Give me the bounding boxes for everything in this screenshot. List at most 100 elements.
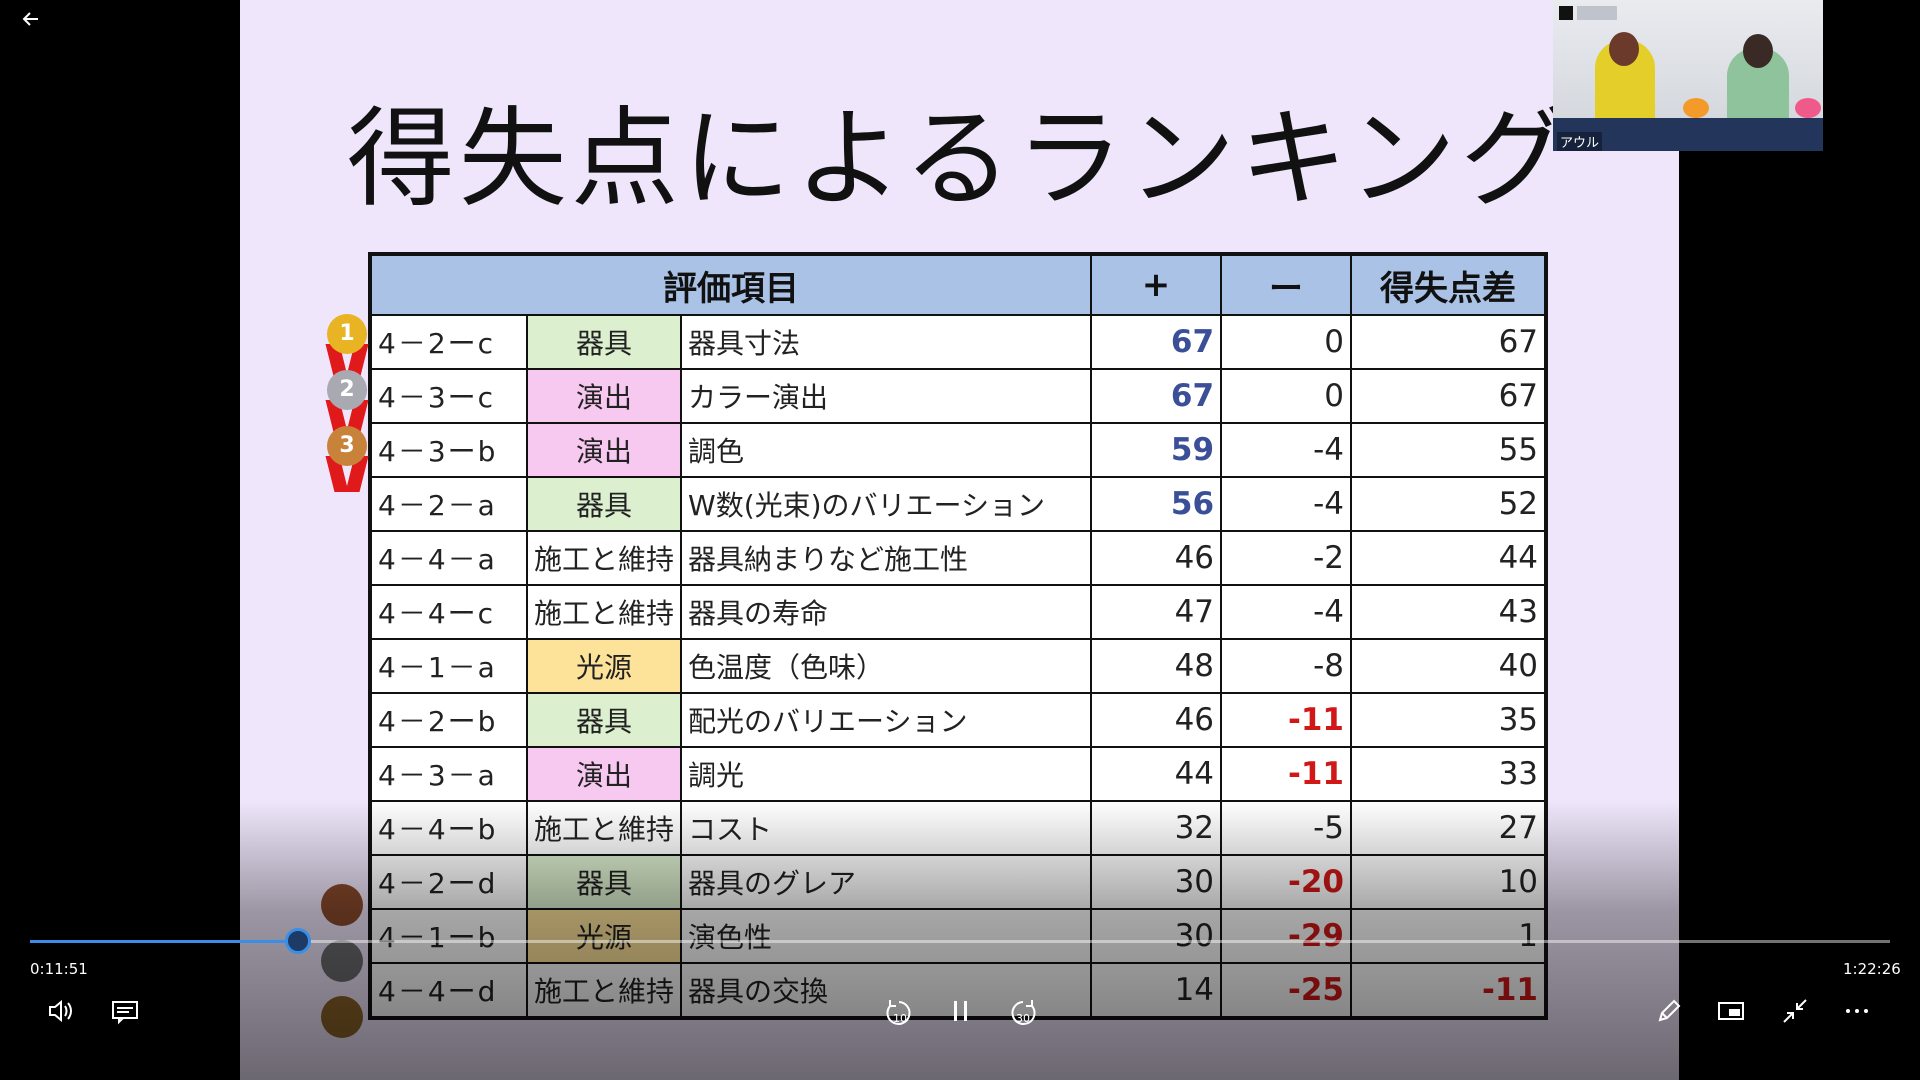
- ranking-table: 評価項目 + ー 得失点差 4－2ーc 器具 器具寸法 67 0 67 4－3ーc 演出 カラー…: [368, 252, 1549, 1020]
- score-diff: -11: [1350, 962, 1548, 1019]
- forward-label: 30: [1016, 1012, 1030, 1025]
- item-name: 調色: [680, 422, 1093, 478]
- plus-score: 46: [1090, 692, 1223, 748]
- table-row: 4－3ーc 演出 カラー演出 67 0 67: [369, 368, 1548, 424]
- item-code: 4－2－a: [369, 476, 528, 532]
- item-category: 施工と維持: [525, 962, 683, 1019]
- webcam-name-tag: アウル: [1557, 132, 1603, 151]
- plus-score: 56: [1090, 476, 1223, 532]
- medal-rank-1-icon: 1: [322, 314, 372, 382]
- exit-fullscreen-icon[interactable]: [1780, 996, 1810, 1026]
- minus-score: 0: [1220, 368, 1353, 424]
- plus-score: 59: [1090, 422, 1223, 478]
- plus-score: 44: [1090, 746, 1223, 802]
- item-name: 器具納まりなど施工性: [680, 530, 1093, 586]
- minus-score: -20: [1220, 854, 1353, 910]
- table-row: 4－2ーd 器具 器具のグレア 30 -20 10: [369, 854, 1548, 910]
- subtitles-icon[interactable]: [110, 996, 140, 1026]
- item-name: 器具の寿命: [680, 584, 1093, 640]
- table-row: 4－2ーb 器具 配光のバリエーション 46 -11 35: [369, 692, 1548, 748]
- table-row: 4－3－a 演出 調光 44 -11 33: [369, 746, 1548, 802]
- minus-score: -5: [1220, 800, 1353, 856]
- more-options-icon[interactable]: [1842, 996, 1872, 1026]
- forward-30-icon[interactable]: 30: [1006, 996, 1040, 1030]
- minus-score: -25: [1220, 962, 1353, 1019]
- item-code: 4－1－a: [369, 638, 528, 694]
- item-name: 調光: [680, 746, 1093, 802]
- item-name: 器具のグレア: [680, 854, 1093, 910]
- seek-bar-played: [30, 940, 298, 943]
- medal-rank-number: 3: [327, 426, 367, 466]
- item-code: 4－4ーd: [369, 962, 528, 1019]
- item-code: 4－2ーb: [369, 692, 528, 748]
- table-row: 4－3ーb 演出 調色 59 -4 55: [369, 422, 1548, 478]
- minus-score: -4: [1220, 476, 1353, 532]
- item-code: 4－4－a: [369, 530, 528, 586]
- table-row: 4－4ーb 施工と維持 コスト 32 -5 27: [369, 800, 1548, 856]
- back-arrow-icon[interactable]: [18, 6, 44, 32]
- score-diff: 35: [1350, 692, 1548, 748]
- item-code: 4－4ーb: [369, 800, 528, 856]
- seek-bar[interactable]: [30, 928, 1890, 954]
- score-diff: 44: [1350, 530, 1548, 586]
- item-code: 4－2ーd: [369, 854, 528, 910]
- volume-icon[interactable]: [46, 996, 76, 1026]
- plus-score: 30: [1090, 908, 1223, 964]
- score-diff: 52: [1350, 476, 1548, 532]
- plus-score: 14: [1090, 962, 1223, 1019]
- plus-score: 46: [1090, 530, 1223, 586]
- miniview-icon[interactable]: [1716, 996, 1746, 1026]
- item-name: 器具寸法: [680, 314, 1093, 370]
- table-row: 4－1ーb 光源 演色性 30 -29 1: [369, 908, 1548, 964]
- header-plus: +: [1090, 253, 1223, 316]
- table-row: 4－4ーc 施工と維持 器具の寿命 47 -4 43: [369, 584, 1548, 640]
- item-category: 演出: [525, 368, 683, 424]
- plus-score: 47: [1090, 584, 1223, 640]
- total-time: 1:22:26: [1843, 960, 1901, 978]
- plus-score: 67: [1090, 368, 1223, 424]
- table-row: 4－2－a 器具 W数(光束)のバリエーション 56 -4 52: [369, 476, 1548, 532]
- flower-icon: [1795, 98, 1821, 118]
- item-name: カラー演出: [680, 368, 1093, 424]
- bottom-medal-icon: [321, 884, 363, 926]
- item-category: 演出: [525, 746, 683, 802]
- minus-score: -11: [1220, 692, 1353, 748]
- table-body: 4－2ーc 器具 器具寸法 67 0 67 4－3ーc 演出 カラー演出 67 0 67 4－3ーb 演出…: [369, 314, 1548, 1019]
- webcam-overlay: アウル: [1553, 0, 1823, 151]
- item-name: コスト: [680, 800, 1093, 856]
- item-category: 施工と維持: [525, 530, 683, 586]
- item-category: 器具: [525, 854, 683, 910]
- minus-score: 0: [1220, 314, 1353, 370]
- score-diff: 43: [1350, 584, 1548, 640]
- medal-rank-2-icon: 2: [322, 370, 372, 438]
- item-name: 配光のバリエーション: [680, 692, 1093, 748]
- score-diff: 1: [1350, 908, 1548, 964]
- minus-score: -4: [1220, 422, 1353, 478]
- webcam-desk: [1553, 118, 1823, 151]
- item-code: 4－4ーc: [369, 584, 528, 640]
- item-name: W数(光束)のバリエーション: [680, 476, 1093, 532]
- rewind-10-icon[interactable]: 10: [882, 996, 916, 1030]
- item-category: 光源: [525, 638, 683, 694]
- pause-icon[interactable]: [950, 996, 972, 1026]
- score-diff: 33: [1350, 746, 1548, 802]
- score-diff: 55: [1350, 422, 1548, 478]
- pen-icon[interactable]: [1654, 996, 1684, 1026]
- item-code: 4－3－a: [369, 746, 528, 802]
- medal-rank-3-icon: 3: [322, 426, 372, 494]
- bottom-medal-icon: [321, 940, 363, 982]
- item-code: 4－2ーc: [369, 314, 528, 370]
- score-diff: 10: [1350, 854, 1548, 910]
- flower-icon: [1683, 98, 1709, 118]
- score-diff: 27: [1350, 800, 1548, 856]
- item-name: 演色性: [680, 908, 1093, 964]
- presentation-slide: 得失点によるランキング 評価項目 + ー 得失点差 4－2ーc 器具 器具寸法 67 0…: [240, 0, 1679, 1080]
- seek-thumb[interactable]: [285, 928, 312, 954]
- plus-score: 32: [1090, 800, 1223, 856]
- minus-score: -2: [1220, 530, 1353, 586]
- current-time: 0:11:51: [30, 960, 88, 978]
- item-code: 4－1ーb: [369, 908, 528, 964]
- score-diff: 67: [1350, 314, 1548, 370]
- item-category: 施工と維持: [525, 800, 683, 856]
- table-row: 4－1－a 光源 色温度（色味） 48 -8 40: [369, 638, 1548, 694]
